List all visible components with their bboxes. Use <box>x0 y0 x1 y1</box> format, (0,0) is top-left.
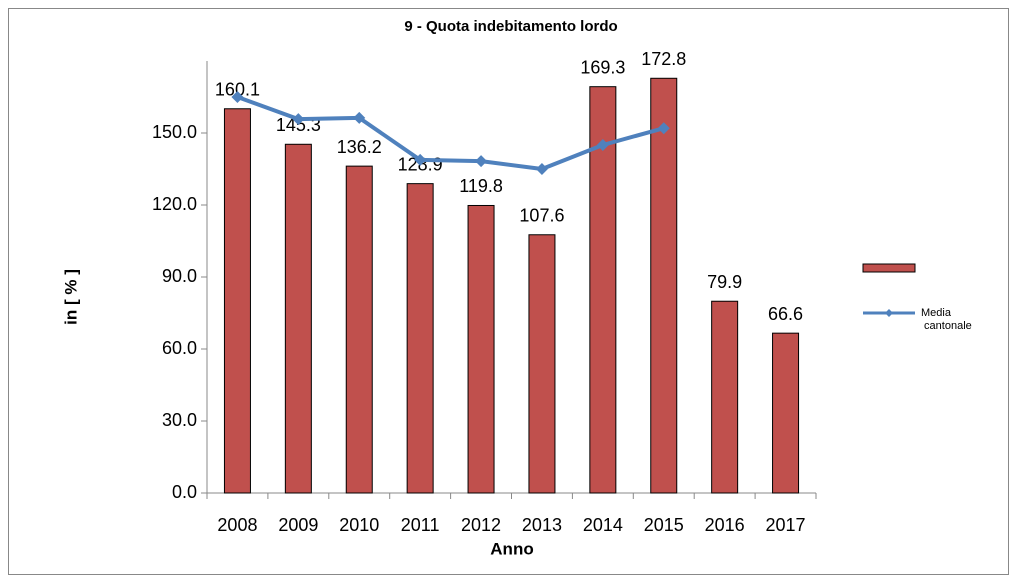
x-tick-label: 2009 <box>278 515 318 535</box>
x-tick-label: 2016 <box>705 515 745 535</box>
legend-swatch <box>862 263 916 273</box>
bar <box>528 234 556 494</box>
y-tick-label: 150.0 <box>152 122 197 142</box>
data-label: 169.3 <box>580 57 625 77</box>
line <box>236 95 665 171</box>
x-tick-label: 2011 <box>401 515 440 535</box>
x-tick-label: 2010 <box>339 515 379 535</box>
bar <box>650 77 678 494</box>
x-tick-label: 2013 <box>522 515 562 535</box>
x-tick-label: 2008 <box>217 515 257 535</box>
y-tick-label: 0.0 <box>172 482 197 502</box>
x-tick-label: 2015 <box>644 515 684 535</box>
x-tick-label: 2017 <box>766 515 806 535</box>
bar <box>589 86 617 494</box>
bar <box>772 332 800 494</box>
data-label: 107.6 <box>519 206 564 226</box>
chart-border <box>8 8 1009 575</box>
marker <box>596 139 609 151</box>
data-label: 119.8 <box>459 176 503 196</box>
legend-label: Media cantonale <box>921 307 972 332</box>
bar <box>406 183 434 494</box>
data-label: 160.1 <box>215 80 260 100</box>
marker <box>231 91 244 103</box>
x-axis-title: Anno <box>490 539 533 558</box>
data-label: 66.6 <box>768 304 803 324</box>
chart-title: 9 - Quota indebitamento lordo <box>404 18 617 35</box>
y-tick-label: 30.0 <box>162 410 197 430</box>
x-tick-label: 2012 <box>461 515 501 535</box>
bar <box>284 143 312 494</box>
data-label: 79.9 <box>707 272 742 292</box>
y-axis-title: in [ % ] <box>61 269 80 325</box>
y-tick-label: 60.0 <box>162 338 197 358</box>
bar <box>345 165 373 494</box>
data-label: 136.2 <box>337 137 382 157</box>
marker <box>535 163 548 175</box>
marker <box>414 153 427 166</box>
marker <box>475 155 488 168</box>
legend-marker <box>885 309 893 317</box>
marker <box>657 122 670 135</box>
x-tick-label: 2014 <box>583 515 623 535</box>
marker <box>353 111 366 124</box>
y-tick-label: 120.0 <box>152 194 197 214</box>
data-label: 172.8 <box>641 49 686 69</box>
bar <box>223 108 251 494</box>
marker <box>292 113 305 126</box>
bar <box>711 300 739 494</box>
y-tick-label: 90.0 <box>162 266 197 286</box>
bar <box>467 204 495 494</box>
